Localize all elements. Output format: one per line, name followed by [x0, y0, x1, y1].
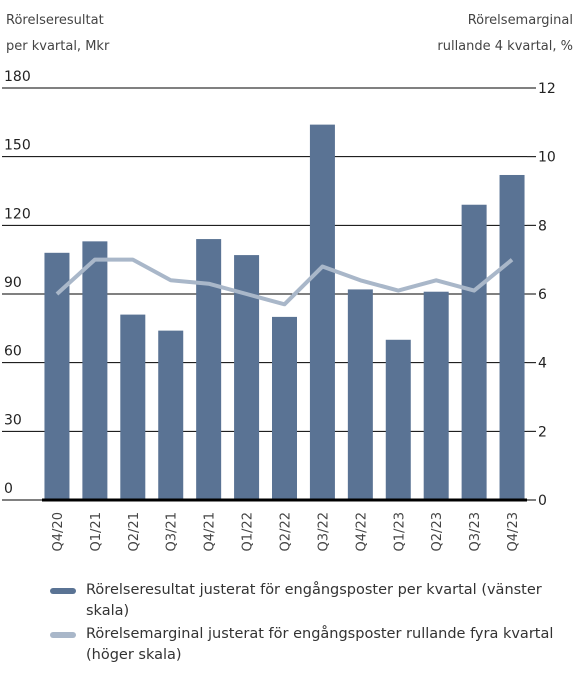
bar: [499, 174, 525, 500]
x-tick-label: Q4/23: [506, 512, 521, 551]
y-axis-title: per kvartal, Mkr: [6, 39, 110, 54]
y-tick-label: 90: [4, 275, 22, 291]
x-tick-label: Q2/23: [430, 512, 445, 551]
y2-tick-label: 6: [538, 287, 547, 303]
y-tick-label: 0: [4, 481, 13, 497]
legend: Rörelseresultat justerat för engångspost…: [50, 580, 578, 668]
x-tick-label: Q1/22: [241, 512, 256, 551]
y2-axis-title: Rörelsemarginal: [468, 13, 573, 28]
x-tick-label: Q2/21: [127, 512, 142, 551]
x-tick-label: Q3/22: [316, 512, 331, 551]
y2-tick-label: 8: [538, 218, 547, 234]
y2-tick-label: 12: [538, 81, 556, 97]
bar: [44, 252, 70, 500]
legend-label: Rörelsemarginal justerat för engångspost…: [86, 626, 554, 663]
bar: [423, 291, 449, 500]
bar: [385, 339, 411, 500]
x-tick-label: Q4/20: [51, 512, 66, 551]
x-tick-label: Q3/21: [165, 512, 180, 551]
y2-tick-label: 0: [538, 493, 547, 509]
y2-tick-label: 2: [538, 424, 547, 440]
bar: [272, 316, 297, 500]
x-tick-label: Q2/22: [279, 512, 294, 551]
y-tick-label: 120: [4, 206, 31, 222]
y2-tick-label: 4: [538, 356, 547, 372]
chart: Rörelseresultat per kvartal, Mkr Rörelsema…: [2, 13, 573, 551]
x-tick-label: Q3/23: [468, 512, 483, 551]
bar: [347, 289, 373, 500]
legend-item: Rörelsemarginal justerat för engångspost…: [50, 624, 578, 666]
legend-swatch: [50, 588, 76, 594]
legend-swatch: [50, 632, 76, 638]
bar: [461, 204, 487, 500]
bar: [196, 239, 222, 501]
x-tick-label: Q1/21: [89, 512, 104, 551]
y-tick-label: 180: [4, 69, 31, 85]
y2-tick-label: 10: [538, 150, 556, 166]
line: [55, 257, 514, 307]
y-axis-title: Rörelseresultat: [6, 13, 104, 28]
y-tick-label: 150: [4, 138, 31, 154]
bar: [158, 330, 184, 500]
y-tick-label: 60: [4, 344, 22, 360]
y2-axis-title: rullande 4 kvartal, %: [437, 39, 573, 54]
legend-item: Rörelseresultat justerat för engångspost…: [50, 580, 578, 622]
x-tick-label: Q4/21: [203, 512, 218, 551]
x-tick-label: Q4/22: [354, 512, 369, 551]
bar: [120, 314, 146, 500]
y-tick-label: 30: [4, 412, 22, 428]
bar: [82, 241, 108, 500]
bar: [309, 124, 335, 500]
x-tick-label: Q1/23: [392, 512, 407, 551]
legend-label: Rörelseresultat justerat för engångspost…: [86, 582, 542, 619]
